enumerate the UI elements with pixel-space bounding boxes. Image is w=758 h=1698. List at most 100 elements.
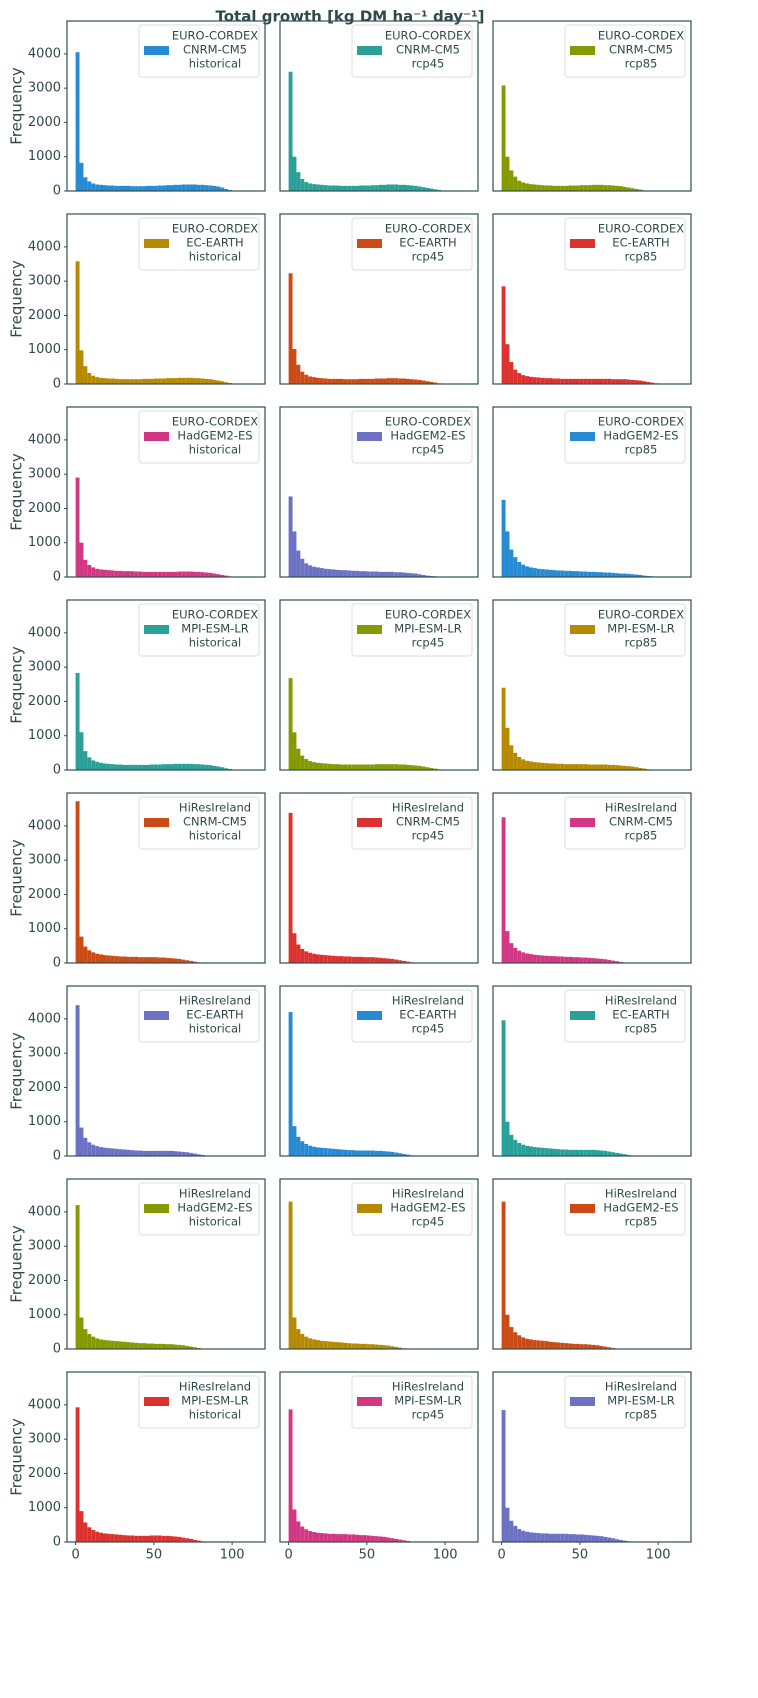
bar — [386, 184, 391, 191]
bar — [161, 571, 166, 577]
bar — [429, 188, 434, 191]
bar — [603, 959, 608, 963]
bar — [402, 1540, 406, 1542]
bar — [331, 569, 336, 577]
bar — [587, 1535, 592, 1542]
bar — [413, 379, 418, 384]
bar — [300, 371, 305, 384]
bar — [91, 760, 96, 770]
axes-frame — [66, 213, 266, 385]
bar — [308, 1338, 313, 1349]
bar — [103, 955, 107, 963]
legend-box — [351, 1375, 473, 1429]
bar — [146, 1535, 150, 1542]
bar — [560, 1342, 565, 1349]
y-tick-label: 2000 — [28, 1080, 61, 1095]
legend-swatch — [144, 1011, 169, 1020]
legend-label: HiResIreland — [605, 801, 677, 815]
bar — [611, 1152, 616, 1156]
bar — [149, 1343, 154, 1349]
bar — [327, 955, 332, 963]
bar — [347, 379, 352, 384]
bar — [212, 185, 217, 191]
bar — [75, 1407, 80, 1542]
bar — [575, 764, 580, 770]
bar — [611, 572, 616, 577]
bar — [619, 1153, 623, 1156]
bar — [208, 379, 213, 384]
legend-box — [564, 989, 686, 1043]
legend-label: historical — [189, 443, 242, 457]
bar — [351, 1343, 356, 1349]
bar — [517, 561, 522, 577]
bar — [75, 801, 80, 963]
bar — [359, 1343, 363, 1349]
bar — [568, 1149, 573, 1156]
legend-swatch — [357, 239, 382, 248]
bar — [394, 1152, 399, 1156]
bar — [540, 569, 545, 577]
bar — [99, 1147, 103, 1156]
bar — [564, 1343, 569, 1349]
bar — [99, 1532, 103, 1542]
bar — [607, 378, 612, 384]
bar — [177, 184, 182, 191]
legend-label: EURO-CORDEX — [172, 608, 258, 622]
legend-label: EC-EARTH — [186, 236, 243, 250]
bar — [157, 185, 162, 191]
bar — [370, 1535, 375, 1542]
bar — [200, 378, 205, 384]
bar — [208, 765, 213, 770]
y-tick-label: 3000 — [28, 81, 61, 96]
bar — [607, 764, 612, 770]
bar — [611, 764, 616, 770]
bar — [359, 571, 363, 577]
bar — [224, 188, 229, 191]
bar — [165, 1535, 170, 1542]
bar — [532, 762, 537, 770]
bar — [323, 378, 328, 384]
bar — [374, 1150, 379, 1156]
y-tick-label: 3000 — [28, 1432, 61, 1447]
bar — [630, 188, 635, 191]
legend-label: CNRM-CM5 — [609, 43, 673, 57]
bar — [161, 1343, 166, 1349]
legend-label: rcp85 — [625, 1408, 658, 1422]
y-tick-label: 2000 — [28, 1273, 61, 1288]
bar — [355, 185, 360, 191]
bar — [114, 1341, 119, 1349]
bar — [75, 477, 80, 577]
bar — [607, 1537, 612, 1542]
bar — [296, 944, 301, 963]
bar — [343, 764, 348, 770]
bar — [308, 1145, 313, 1156]
legend-swatch — [144, 239, 169, 248]
bar — [292, 1509, 297, 1542]
bar — [149, 764, 154, 770]
y-tick-label: 0 — [53, 1149, 61, 1164]
y-tick-label: 1000 — [28, 535, 61, 550]
bar — [193, 184, 197, 191]
bar — [343, 570, 348, 577]
bar — [103, 185, 107, 191]
bar — [106, 1533, 111, 1542]
legend-label: HiResIreland — [179, 801, 251, 815]
bar — [138, 379, 143, 384]
y-tick-label: 4000 — [28, 432, 61, 447]
bar — [91, 1336, 96, 1349]
bar — [513, 1332, 518, 1349]
bar — [193, 1347, 197, 1349]
bar — [316, 954, 320, 963]
bar — [398, 1347, 403, 1349]
legend-box — [138, 989, 260, 1043]
bar — [626, 379, 631, 384]
bar — [505, 344, 510, 384]
bar — [126, 379, 131, 384]
legend-label: HadGEM2-ES — [603, 429, 678, 443]
bar — [568, 764, 573, 770]
bar — [525, 1531, 529, 1542]
